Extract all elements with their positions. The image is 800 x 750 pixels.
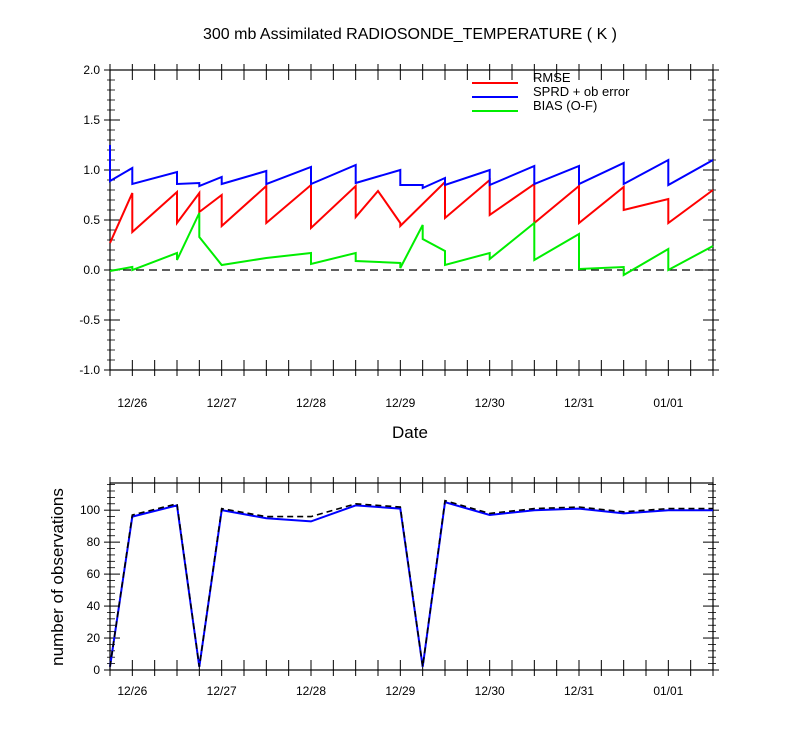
x-tick-label: 01/01 xyxy=(653,684,683,698)
chart-title: 300 mb Assimilated RADIOSONDE_TEMPERATUR… xyxy=(203,26,617,43)
series-line-observations-possible xyxy=(109,499,713,667)
y-tick-label: 1.0 xyxy=(83,163,100,177)
y-tick-label: -0.5 xyxy=(79,313,100,327)
y-tick-label: 100 xyxy=(80,503,100,517)
y-tick-label: 1.5 xyxy=(83,113,100,127)
x-tick-label: 12/28 xyxy=(296,684,326,698)
y-tick-label: 2.0 xyxy=(83,63,100,77)
y-tick-label: 40 xyxy=(87,599,101,613)
x-tick-label: 12/29 xyxy=(385,684,415,698)
series-line-rmse xyxy=(109,177,714,244)
x-tick-label: 12/28 xyxy=(296,396,326,410)
top-plot: -1.0 -0.5 0.0 0.5 1.0 1.5 2.0 12/26 12/27 12/28 12… xyxy=(79,63,719,410)
y-tick-label: 80 xyxy=(87,535,101,549)
y-tick-label: 60 xyxy=(87,567,101,581)
series-line-observations-assimilated xyxy=(109,500,713,667)
x-tick-label: 12/31 xyxy=(564,396,594,410)
y-tick-label: -1.0 xyxy=(79,363,100,377)
y-tick-label: 0 xyxy=(93,663,100,677)
series-line-sprd-ob-error xyxy=(109,145,714,190)
x-tick-label: 12/30 xyxy=(475,396,505,410)
bottom-plot: 0 20 40 60 80 100 12/26 12/27 12/28 12/29 12/30 12/… xyxy=(80,477,719,698)
x-tick-label: 12/27 xyxy=(207,684,237,698)
legend-label: RMSE xyxy=(533,70,571,85)
legend-label: SPRD + ob error xyxy=(533,84,630,99)
x-tick-label: 12/26 xyxy=(117,396,147,410)
y-axis-title-observations: number of observations xyxy=(48,488,67,666)
x-tick-label: 12/31 xyxy=(564,684,594,698)
x-tick-label: 12/27 xyxy=(207,396,237,410)
series-line-bias-o-f xyxy=(109,212,714,277)
x-tick-label: 12/30 xyxy=(475,684,505,698)
x-tick-label: 12/29 xyxy=(385,396,415,410)
x-axis-title: Date xyxy=(392,423,428,442)
y-tick-label: 0.0 xyxy=(83,263,100,277)
y-tick-label: 20 xyxy=(87,631,101,645)
plot-frame xyxy=(109,69,714,371)
plot-frame xyxy=(109,482,714,671)
y-tick-label: 0.5 xyxy=(83,213,100,227)
x-tick-label: 12/26 xyxy=(117,684,147,698)
x-tick-label: 01/01 xyxy=(653,396,683,410)
legend-label: BIAS (O-F) xyxy=(533,98,597,113)
